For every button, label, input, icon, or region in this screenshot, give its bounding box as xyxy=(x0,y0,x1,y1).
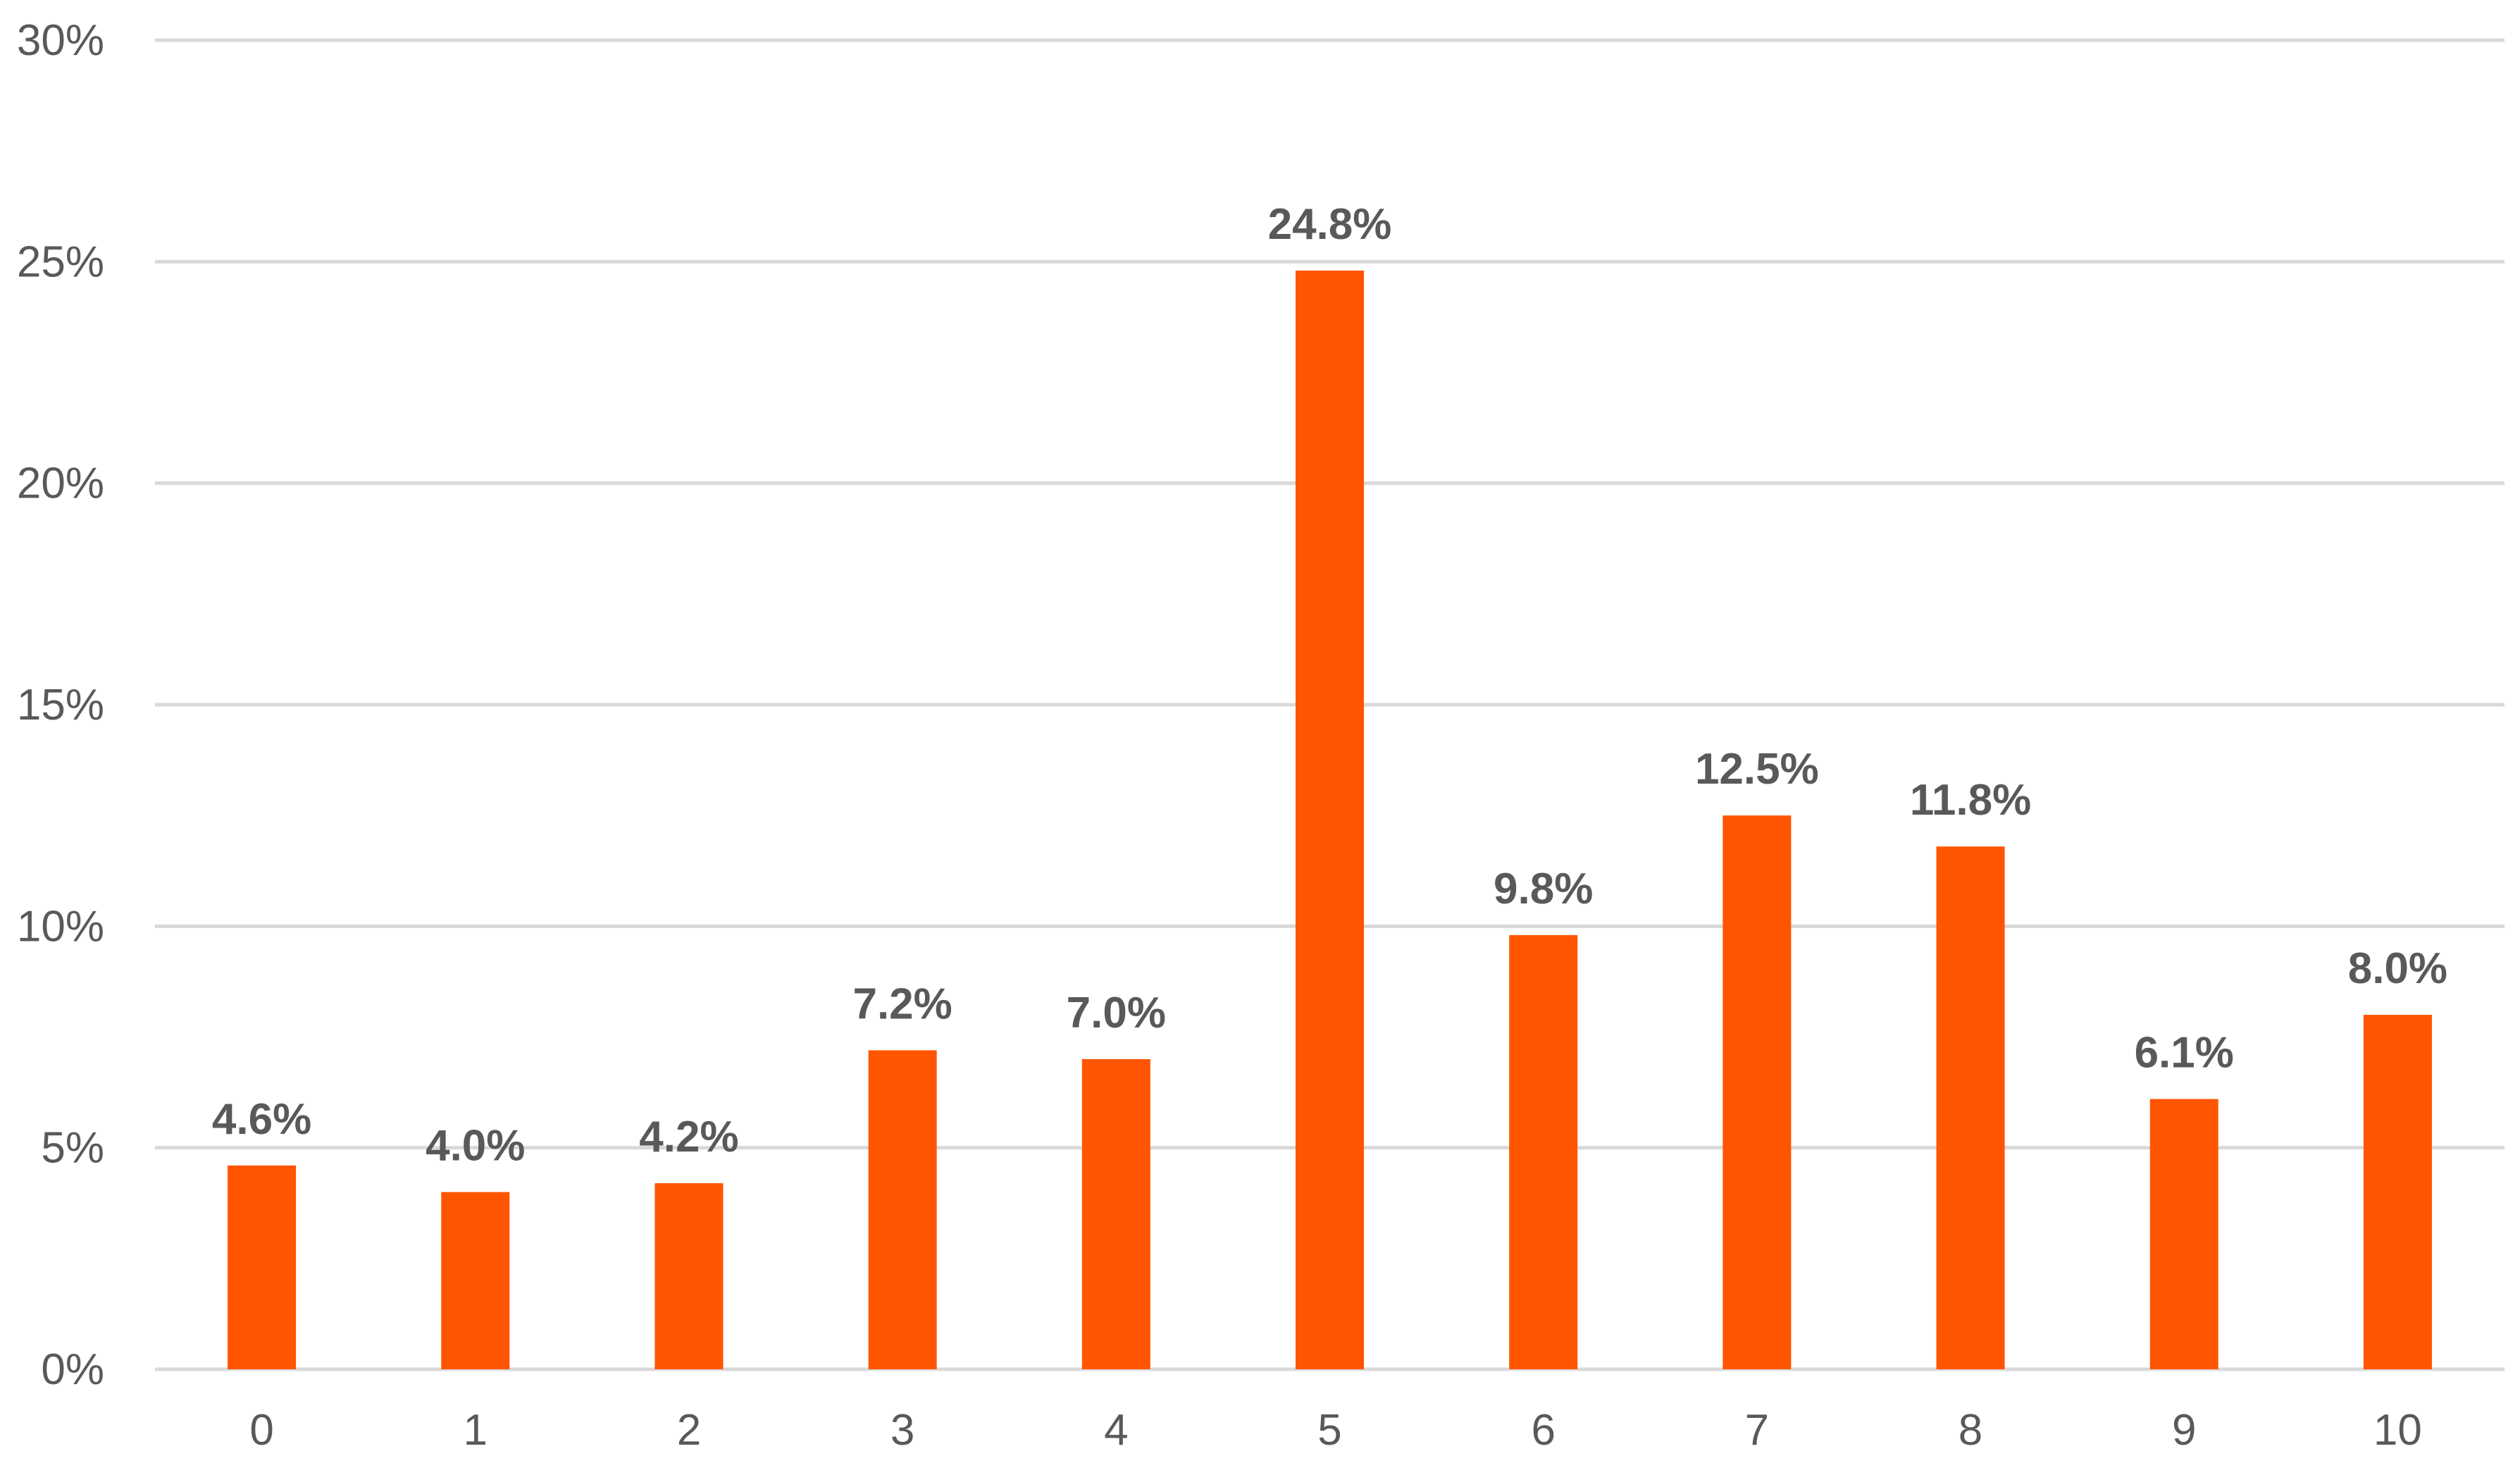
bar-2 xyxy=(654,1183,724,1369)
data-label-9: 6.1% xyxy=(2135,1029,2234,1078)
bar-7 xyxy=(1723,815,1792,1369)
data-label-1: 4.0% xyxy=(426,1122,525,1171)
x-tick-label-4: 4 xyxy=(1104,1406,1128,1455)
y-tick-label: 25% xyxy=(17,237,104,286)
y-tick-label: 0% xyxy=(41,1345,104,1394)
x-tick-label-5: 5 xyxy=(1317,1406,1341,1455)
y-tick-label: 10% xyxy=(17,902,104,951)
y-tick-label: 20% xyxy=(17,459,104,508)
x-tick-label-10: 10 xyxy=(2373,1406,2422,1455)
bar-1 xyxy=(441,1192,510,1369)
x-tick-label-8: 8 xyxy=(1959,1406,1982,1455)
bar-4 xyxy=(1081,1058,1150,1369)
bar-3 xyxy=(868,1050,937,1369)
data-label-4: 7.0% xyxy=(1067,989,1166,1037)
y-axis: 0% 5% 10% 15% 20% 25% 30% xyxy=(17,16,104,1394)
y-tick-label: 5% xyxy=(41,1124,104,1173)
data-label-5: 24.8% xyxy=(1268,200,1392,249)
bar-0 xyxy=(228,1165,297,1369)
bar-10 xyxy=(2363,1015,2432,1369)
bars xyxy=(228,270,2432,1369)
bar-6 xyxy=(1509,934,1578,1369)
y-tick-label: 15% xyxy=(17,681,104,729)
x-tick-label-7: 7 xyxy=(1745,1406,1769,1455)
data-label-6: 9.8% xyxy=(1494,865,1593,913)
x-tick-label-9: 9 xyxy=(2172,1406,2196,1455)
x-tick-label-2: 2 xyxy=(677,1406,701,1455)
bar-8 xyxy=(1936,846,2005,1369)
data-label-0: 4.6% xyxy=(212,1095,311,1144)
data-label-10: 8.0% xyxy=(2348,944,2447,993)
x-tick-label-1: 1 xyxy=(464,1406,488,1455)
x-tick-label-3: 3 xyxy=(890,1406,914,1455)
bar-5 xyxy=(1296,270,1364,1369)
x-tick-label-0: 0 xyxy=(249,1406,273,1455)
y-tick-label: 30% xyxy=(17,16,104,65)
x-tick-label-6: 6 xyxy=(1531,1406,1555,1455)
data-labels: 4.6% 4.0% 4.2% 7.2% 7.0% 24.8% 9.8% 12.5% 11.8% 6… xyxy=(212,200,2447,1171)
bar-9 xyxy=(2149,1099,2218,1369)
data-label-2: 4.2% xyxy=(639,1113,738,1161)
data-label-7: 12.5% xyxy=(1695,745,1819,794)
data-label-8: 11.8% xyxy=(1910,776,2031,825)
x-axis: 0 1 2 3 4 5 6 7 8 9 10 xyxy=(249,1406,2422,1455)
data-label-3: 7.2% xyxy=(852,980,952,1028)
